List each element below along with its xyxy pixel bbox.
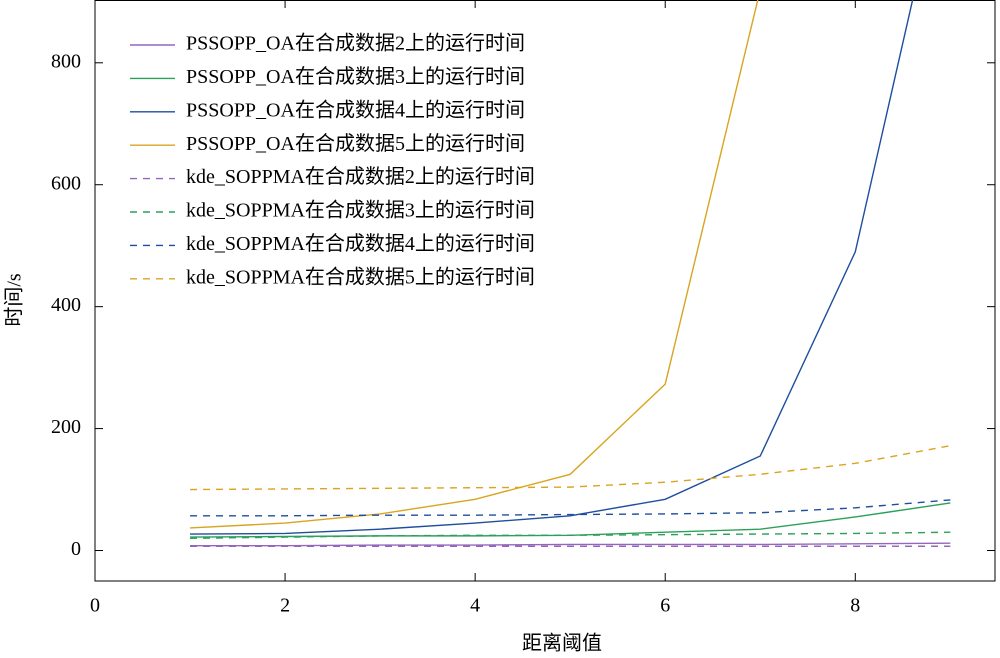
plot-frame: [94, 0, 996, 582]
legend-label: kde_SOPPMA在合成数据3上的运行时间: [186, 199, 535, 222]
series-line: [190, 444, 951, 491]
legend-label: kde_SOPPMA在合成数据4上的运行时间: [186, 232, 535, 255]
y-tick-label: 0: [71, 538, 81, 560]
legend-label: PSSOPP_OA在合成数据5上的运行时间: [186, 132, 525, 155]
x-axis-label: 距离阈值: [522, 632, 602, 655]
y-axis-label: 时间/s: [3, 273, 26, 327]
x-tick-label: 0: [90, 595, 100, 617]
legend-label: kde_SOPPMA在合成数据5上的运行时间: [186, 265, 535, 288]
y-tick-label: 600: [51, 172, 81, 194]
plot-lines: [190, 0, 951, 547]
legend-label: PSSOPP_OA在合成数据4上的运行时间: [186, 98, 525, 121]
series-line: [190, 531, 951, 540]
legend-label: PSSOPP_OA在合成数据2上的运行时间: [186, 32, 525, 55]
x-tick-label: 2: [280, 595, 290, 617]
y-tick-label: 800: [51, 50, 81, 72]
series-line: [190, 542, 951, 547]
series-line: [190, 499, 951, 517]
y-tick-label: 200: [51, 416, 81, 438]
legend-label: kde_SOPPMA在合成数据2上的运行时间: [186, 165, 535, 188]
x-tick-label: 6: [660, 595, 670, 617]
x-tick-label: 4: [470, 595, 480, 617]
x-tick-label: 8: [850, 595, 860, 617]
legend-label: PSSOPP_OA在合成数据3上的运行时间: [186, 65, 525, 88]
series-line: [190, 0, 759, 529]
y-tick-label: 400: [51, 294, 81, 316]
series-line: [190, 0, 914, 535]
